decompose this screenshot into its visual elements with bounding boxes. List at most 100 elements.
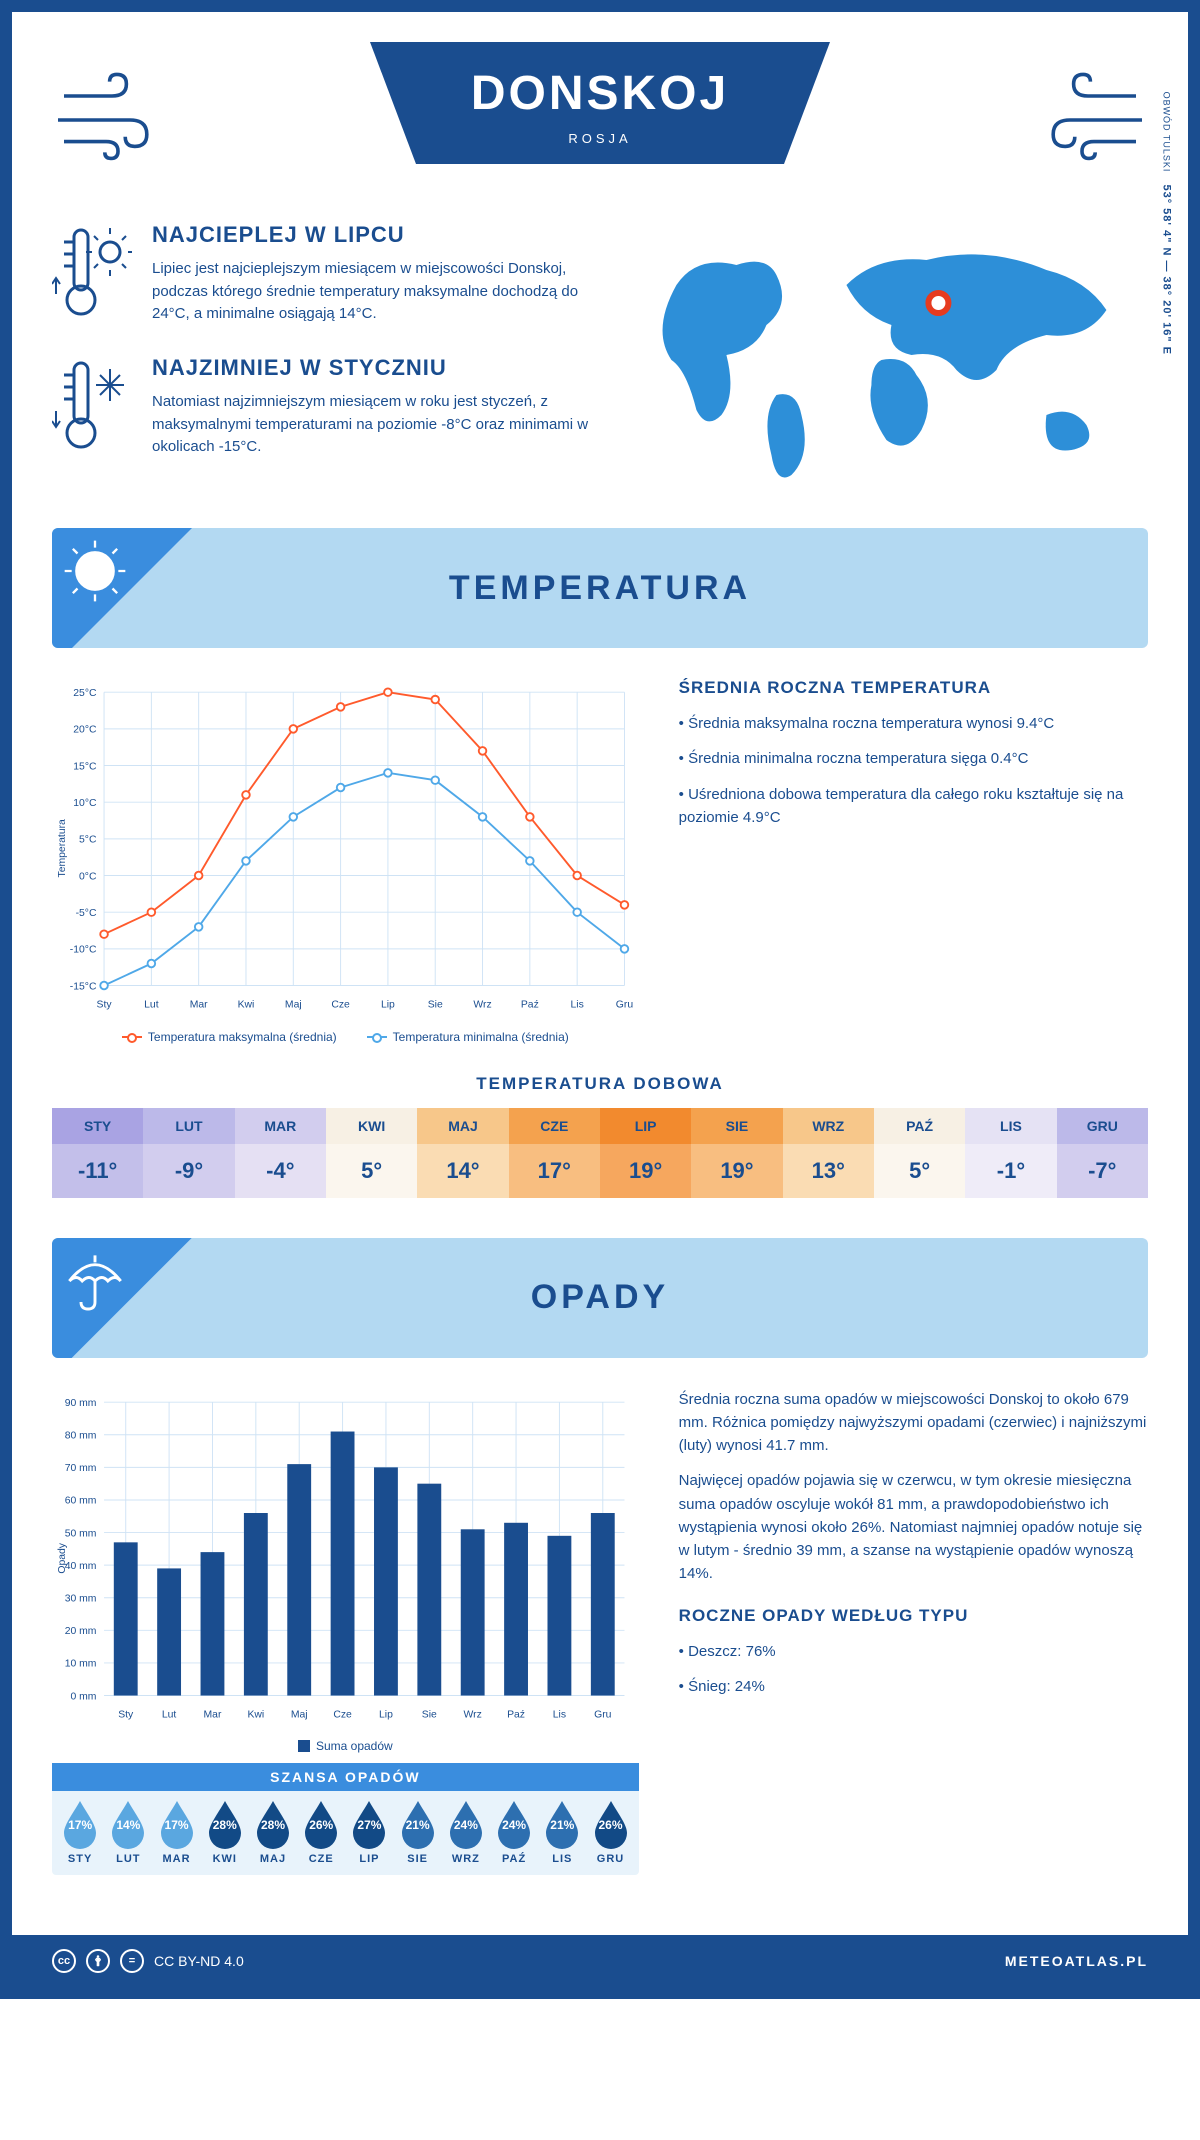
- svg-text:10 mm: 10 mm: [65, 1658, 97, 1669]
- svg-text:Wrz: Wrz: [473, 999, 491, 1010]
- chance-col: 17%STY: [56, 1799, 104, 1865]
- svg-text:Sty: Sty: [118, 1709, 134, 1720]
- map-block: OBWÓD TULSKI 53° 58' 4" N — 38° 20' 16" …: [645, 222, 1148, 488]
- svg-text:Cze: Cze: [331, 999, 350, 1010]
- svg-text:Paź: Paź: [521, 999, 539, 1010]
- daily-col: KWI5°: [326, 1108, 417, 1198]
- svg-text:Sie: Sie: [428, 999, 443, 1010]
- svg-text:70 mm: 70 mm: [65, 1463, 97, 1474]
- temperature-summary: ŚREDNIA ROCZNA TEMPERATURA • Średnia mak…: [679, 678, 1148, 1044]
- svg-text:Mar: Mar: [204, 1709, 222, 1720]
- legend-max: Temperatura maksymalna (średnia): [122, 1030, 337, 1044]
- chance-col: 14%LUT: [104, 1799, 152, 1865]
- svg-text:-5°C: -5°C: [76, 908, 97, 919]
- svg-text:20°C: 20°C: [73, 725, 97, 736]
- umbrella-icon: [52, 1238, 192, 1358]
- daily-col: WRZ13°: [783, 1108, 874, 1198]
- cc-icon: cc: [52, 1949, 76, 1973]
- chance-col: 21%LIS: [538, 1799, 586, 1865]
- svg-text:Gru: Gru: [616, 999, 634, 1010]
- by-icon: 🛉: [86, 1949, 110, 1973]
- chance-col: 26%CZE: [297, 1799, 345, 1865]
- daily-col: MAR-4°: [235, 1108, 326, 1198]
- warmest-block: NAJCIEPLEJ W LIPCU Lipiec jest najcieple…: [52, 222, 605, 327]
- chance-col: 17%MAR: [152, 1799, 200, 1865]
- precipitation-heading: OPADY: [531, 1278, 669, 1317]
- license-text: CC BY-ND 4.0: [154, 1953, 244, 1969]
- page-header: DONSKOJ ROSJA: [52, 42, 1148, 192]
- chance-col: 24%PAŹ: [490, 1799, 538, 1865]
- coldest-heading: NAJZIMNIEJ W STYCZNIU: [152, 355, 605, 381]
- temperature-chart: -15°C -10°C -5°C 0°C 5°C 10°C 15°C 20°C 25°C Sty L…: [52, 678, 639, 1044]
- chance-col: 28%MAJ: [249, 1799, 297, 1865]
- title-banner: DONSKOJ ROSJA: [370, 42, 830, 164]
- warmest-text: Lipiec jest najcieplejszym miesiącem w m…: [152, 258, 605, 326]
- coordinates-label: OBWÓD TULSKI 53° 58' 4" N — 38° 20' 16" …: [1160, 92, 1172, 355]
- svg-text:30 mm: 30 mm: [65, 1593, 97, 1604]
- daily-col: LIP19°: [600, 1108, 691, 1198]
- daily-col: STY-11°: [52, 1108, 143, 1198]
- svg-text:Temperatura: Temperatura: [57, 819, 68, 878]
- chance-col: 27%LIP: [345, 1799, 393, 1865]
- precipitation-summary: Średnia roczna suma opadów w miejscowośc…: [679, 1388, 1148, 1876]
- overview-row: NAJCIEPLEJ W LIPCU Lipiec jest najcieple…: [52, 222, 1148, 488]
- daily-temp-heading: TEMPERATURA DOBOWA: [52, 1074, 1148, 1094]
- daily-temp-table: STY-11°LUT-9°MAR-4°KWI5°MAJ14°CZE17°LIP1…: [52, 1108, 1148, 1198]
- chance-col: 28%KWI: [201, 1799, 249, 1865]
- svg-text:40 mm: 40 mm: [65, 1561, 97, 1572]
- temperature-section-banner: TEMPERATURA: [52, 528, 1148, 648]
- svg-text:20 mm: 20 mm: [65, 1626, 97, 1637]
- daily-col: GRU-7°: [1057, 1108, 1148, 1198]
- svg-text:-15°C: -15°C: [70, 981, 97, 992]
- thermometer-cold-icon: [52, 355, 132, 460]
- svg-text:Lis: Lis: [553, 1709, 566, 1720]
- city-title: DONSKOJ: [370, 66, 830, 121]
- sun-icon: [52, 528, 192, 648]
- site-name: METEOATLAS.PL: [1005, 1953, 1148, 1969]
- svg-text:Maj: Maj: [291, 1709, 308, 1720]
- coldest-text: Natomiast najzimniejszym miesiącem w rok…: [152, 391, 605, 459]
- svg-text:Cze: Cze: [333, 1709, 352, 1720]
- nd-icon: =: [120, 1949, 144, 1973]
- chance-col: 24%WRZ: [442, 1799, 490, 1865]
- chance-col: 26%GRU: [586, 1799, 634, 1865]
- daily-col: LIS-1°: [965, 1108, 1056, 1198]
- svg-text:25°C: 25°C: [73, 688, 97, 699]
- legend-min: Temperatura minimalna (średnia): [367, 1030, 569, 1044]
- svg-text:Sty: Sty: [97, 999, 113, 1010]
- svg-text:Gru: Gru: [594, 1709, 612, 1720]
- svg-text:5°C: 5°C: [79, 835, 97, 846]
- precip-chance-panel: SZANSA OPADÓW 17%STY14%LUT17%MAR28%KWI28…: [52, 1763, 639, 1875]
- daily-col: LUT-9°: [143, 1108, 234, 1198]
- svg-text:90 mm: 90 mm: [65, 1398, 97, 1409]
- chance-col: 21%SIE: [394, 1799, 442, 1865]
- svg-text:Kwi: Kwi: [247, 1709, 264, 1720]
- daily-col: PAŹ5°: [874, 1108, 965, 1198]
- svg-text:Wrz: Wrz: [464, 1709, 482, 1720]
- svg-text:15°C: 15°C: [73, 761, 97, 772]
- svg-text:60 mm: 60 mm: [65, 1495, 97, 1506]
- svg-text:Mar: Mar: [190, 999, 208, 1010]
- warmest-heading: NAJCIEPLEJ W LIPCU: [152, 222, 605, 248]
- svg-text:Lip: Lip: [381, 999, 395, 1010]
- svg-text:Kwi: Kwi: [238, 999, 255, 1010]
- precipitation-section-banner: OPADY: [52, 1238, 1148, 1358]
- temperature-heading: TEMPERATURA: [449, 569, 751, 608]
- svg-text:Sie: Sie: [422, 1709, 437, 1720]
- wind-decoration-icon: [52, 72, 172, 182]
- wind-decoration-icon: [1028, 72, 1148, 182]
- svg-text:Lip: Lip: [379, 1709, 393, 1720]
- svg-text:80 mm: 80 mm: [65, 1430, 97, 1441]
- svg-text:0 mm: 0 mm: [70, 1691, 96, 1702]
- svg-text:10°C: 10°C: [73, 798, 97, 809]
- daily-col: SIE19°: [691, 1108, 782, 1198]
- svg-text:Maj: Maj: [285, 999, 302, 1010]
- svg-text:0°C: 0°C: [79, 871, 97, 882]
- thermometer-hot-icon: [52, 222, 132, 327]
- svg-text:Lis: Lis: [571, 999, 584, 1010]
- svg-text:Lut: Lut: [144, 999, 159, 1010]
- country-subtitle: ROSJA: [370, 131, 830, 146]
- coldest-block: NAJZIMNIEJ W STYCZNIU Natomiast najzimni…: [52, 355, 605, 460]
- svg-text:-10°C: -10°C: [70, 945, 97, 956]
- svg-text:Opady: Opady: [57, 1542, 68, 1573]
